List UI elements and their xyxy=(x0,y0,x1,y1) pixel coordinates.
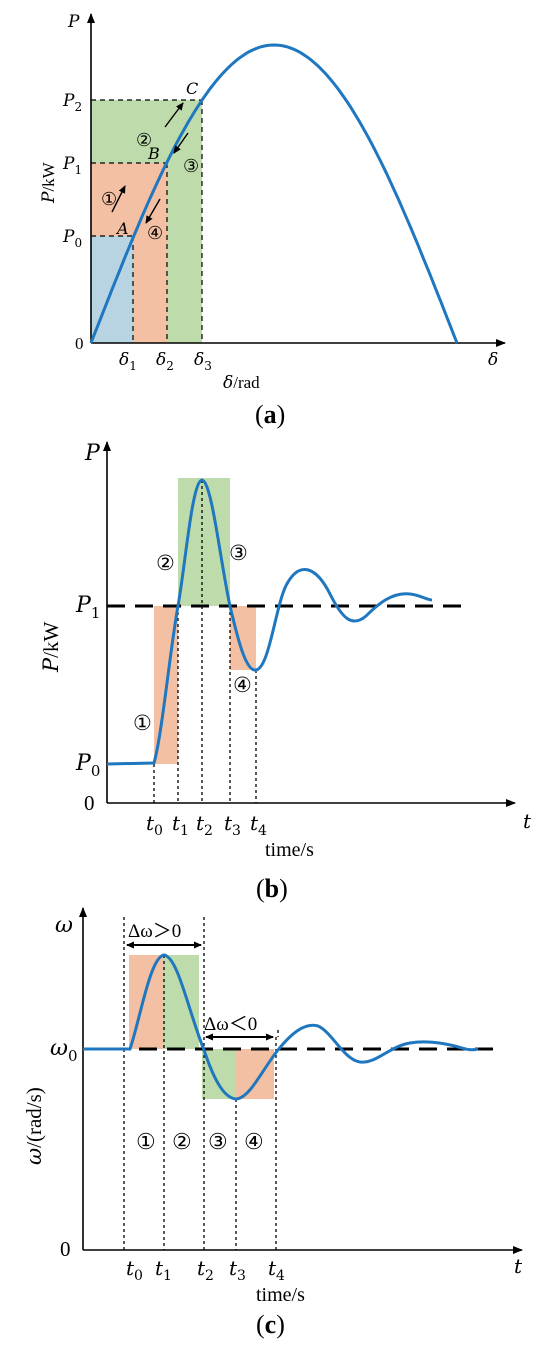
y-tick-labels: P P1 P0 xyxy=(75,441,101,780)
power-angle-curve xyxy=(89,43,459,344)
tick-d2: δ2 xyxy=(156,350,174,373)
step-arrows xyxy=(111,102,189,224)
x-axis-symbol: t xyxy=(514,1254,523,1278)
tick-t3: t3 xyxy=(229,1256,246,1284)
power-response-curve xyxy=(106,478,433,766)
delta-positive-label: Δω＞0 xyxy=(128,921,181,942)
frequency-response-curve xyxy=(83,953,479,1101)
tick-d3: δ3 xyxy=(194,350,212,373)
panel-c: Δω＞0 Δω＜0 ① ② ③ ④ ω ω0 0 t0 t1 t2 t3 t4 xyxy=(22,907,523,1339)
y-axis-label: P/kW xyxy=(39,161,59,204)
delta-negative-label: Δω＜0 xyxy=(204,1014,257,1035)
tick-p2: P2 xyxy=(62,91,82,114)
x-axis-label: δ/rad xyxy=(223,373,260,393)
x-tick-labels: δ1 δ2 δ3 δ xyxy=(119,350,498,373)
origin-label: 0 xyxy=(75,334,84,353)
x-tick-labels: t0 t1 t2 t3 t4 t xyxy=(126,1254,523,1284)
point-labels: A B C xyxy=(115,79,198,238)
y-tick-labels: ω ω0 xyxy=(50,913,78,1065)
x-tick-labels: t0 t1 t2 t3 t4 t xyxy=(146,809,532,839)
tick-p0: P0 xyxy=(62,227,82,250)
step-label-1: ① xyxy=(133,711,152,735)
origin-label: 0 xyxy=(60,1237,71,1261)
caption-b: (b) xyxy=(256,874,288,903)
area-orange-lower xyxy=(133,236,167,343)
panel-b: ① ② ③ ④ P P1 P0 0 t0 t1 t2 t3 t4 t time/… xyxy=(39,441,532,903)
area-2-green xyxy=(164,955,199,1049)
tick-t1: t1 xyxy=(172,811,189,839)
step-label-4: ④ xyxy=(244,1129,264,1154)
step-label-4: ④ xyxy=(147,223,163,243)
tick-t0: t0 xyxy=(126,1256,143,1284)
step-label-1: ① xyxy=(101,189,117,209)
x-axis-label: time/s xyxy=(256,1284,305,1306)
origin-label: 0 xyxy=(84,791,95,815)
tick-t2: t2 xyxy=(197,1256,214,1284)
area-4-orange xyxy=(236,1049,274,1099)
y-axis-symbol: P xyxy=(84,441,101,466)
caption-a: (a) xyxy=(255,400,285,429)
step-label-2: ② xyxy=(156,551,175,575)
area-orange xyxy=(91,163,167,236)
tick-t4: t4 xyxy=(250,811,267,839)
tick-t2: t2 xyxy=(196,811,213,839)
x-axis-label: time/s xyxy=(265,839,314,861)
step-label-1: ① xyxy=(136,1129,156,1154)
tick-p1: P1 xyxy=(62,154,82,177)
guide-lines xyxy=(91,99,203,343)
panel-a: ① ② ③ ④ A B C P0 P1 P2 P 0 δ1 δ2 δ3 δ δ/… xyxy=(39,12,506,429)
x-axis-symbol: δ xyxy=(488,350,498,370)
y-axis-symbol: P xyxy=(67,12,80,32)
point-b-label: B xyxy=(147,144,160,163)
tick-t3: t3 xyxy=(224,811,241,839)
point-a-label: A xyxy=(115,219,129,238)
step-label-3: ③ xyxy=(229,541,248,565)
step-labels: ① ② ③ ④ xyxy=(133,541,252,735)
step-labels: ① ② ③ ④ xyxy=(136,1129,264,1154)
step-label-2: ② xyxy=(136,130,152,150)
tick-t1: t1 xyxy=(155,1256,172,1284)
tick-t0: t0 xyxy=(146,811,163,839)
y-axis-label: ω/(rad/s) xyxy=(22,1087,46,1165)
step-labels: ① ② ③ ④ xyxy=(101,130,199,243)
area-green-lower xyxy=(167,163,202,343)
y-tick-labels: P0 P1 P2 P xyxy=(62,12,82,250)
y-axis-label: P/kW xyxy=(39,622,63,673)
point-c-label: C xyxy=(186,79,198,98)
y-axis-symbol: ω xyxy=(55,913,73,938)
caption-c: (c) xyxy=(256,1310,285,1339)
tick-p1: P1 xyxy=(75,593,100,622)
tick-w0: ω0 xyxy=(50,1036,78,1065)
step-label-2: ② xyxy=(172,1129,192,1154)
tick-d1: δ1 xyxy=(119,350,137,373)
tick-t4: t4 xyxy=(268,1256,285,1284)
x-axis-symbol: t xyxy=(523,809,532,833)
time-guides xyxy=(123,917,279,1250)
area-4-orange xyxy=(230,606,256,670)
step-label-3: ③ xyxy=(208,1129,228,1154)
time-guides xyxy=(153,480,257,803)
step-label-4: ④ xyxy=(233,673,252,697)
step-label-3: ③ xyxy=(183,156,199,176)
tick-p0: P0 xyxy=(75,751,100,780)
